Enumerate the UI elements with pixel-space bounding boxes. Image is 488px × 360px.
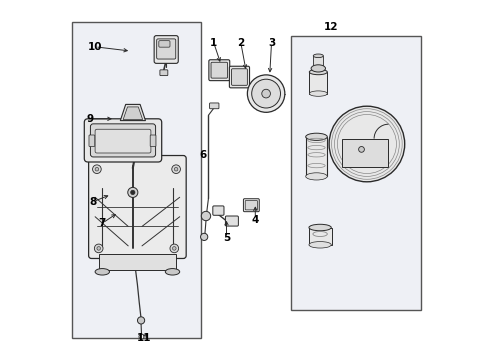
Text: 10: 10	[88, 42, 102, 52]
Circle shape	[170, 244, 178, 253]
Bar	[309, 228, 331, 245]
Text: 8: 8	[89, 197, 97, 207]
Circle shape	[171, 165, 180, 174]
Text: 11: 11	[136, 333, 151, 343]
Circle shape	[92, 165, 101, 174]
Circle shape	[127, 187, 138, 197]
FancyBboxPatch shape	[84, 119, 162, 162]
FancyBboxPatch shape	[88, 156, 186, 258]
FancyBboxPatch shape	[160, 70, 167, 76]
Circle shape	[174, 167, 178, 171]
Ellipse shape	[309, 69, 326, 75]
Ellipse shape	[308, 242, 330, 248]
Text: 2: 2	[237, 38, 244, 48]
Circle shape	[200, 233, 207, 240]
Bar	[309, 72, 326, 94]
Circle shape	[130, 190, 135, 194]
Ellipse shape	[305, 173, 326, 180]
Ellipse shape	[165, 269, 179, 275]
FancyBboxPatch shape	[231, 69, 247, 85]
Polygon shape	[341, 139, 387, 167]
Text: 12: 12	[323, 22, 338, 32]
Bar	[99, 254, 176, 270]
Polygon shape	[120, 104, 145, 121]
FancyBboxPatch shape	[225, 216, 238, 226]
FancyBboxPatch shape	[156, 39, 175, 59]
FancyBboxPatch shape	[211, 62, 227, 78]
FancyBboxPatch shape	[154, 36, 178, 63]
Text: 1: 1	[210, 38, 217, 48]
Text: 5: 5	[223, 233, 230, 243]
Text: 9: 9	[86, 114, 93, 124]
Text: 3: 3	[267, 38, 275, 48]
Bar	[313, 56, 323, 68]
Ellipse shape	[95, 269, 109, 275]
Circle shape	[94, 244, 103, 253]
Ellipse shape	[308, 224, 330, 231]
Circle shape	[137, 317, 144, 324]
Text: 4: 4	[251, 215, 259, 225]
FancyBboxPatch shape	[89, 135, 95, 147]
Circle shape	[328, 106, 404, 182]
Circle shape	[247, 75, 284, 112]
Text: 6: 6	[199, 150, 206, 160]
FancyBboxPatch shape	[159, 41, 170, 47]
Ellipse shape	[310, 65, 325, 72]
Bar	[72, 22, 201, 338]
Circle shape	[261, 89, 270, 98]
FancyBboxPatch shape	[212, 206, 224, 215]
FancyBboxPatch shape	[150, 135, 156, 147]
Circle shape	[172, 247, 176, 250]
FancyBboxPatch shape	[209, 103, 219, 109]
Polygon shape	[123, 107, 142, 120]
FancyBboxPatch shape	[208, 60, 229, 81]
Circle shape	[139, 334, 144, 339]
Ellipse shape	[313, 54, 323, 58]
FancyBboxPatch shape	[244, 201, 257, 210]
Circle shape	[201, 211, 210, 221]
Circle shape	[251, 79, 280, 108]
Ellipse shape	[309, 91, 326, 96]
Bar	[291, 36, 420, 310]
FancyBboxPatch shape	[229, 66, 249, 88]
Ellipse shape	[305, 133, 326, 140]
Bar	[305, 137, 326, 176]
Circle shape	[95, 167, 99, 171]
Circle shape	[97, 247, 101, 250]
FancyBboxPatch shape	[90, 124, 155, 157]
Circle shape	[358, 147, 364, 152]
FancyBboxPatch shape	[95, 129, 151, 153]
FancyBboxPatch shape	[243, 199, 259, 212]
Text: 7: 7	[99, 218, 106, 228]
